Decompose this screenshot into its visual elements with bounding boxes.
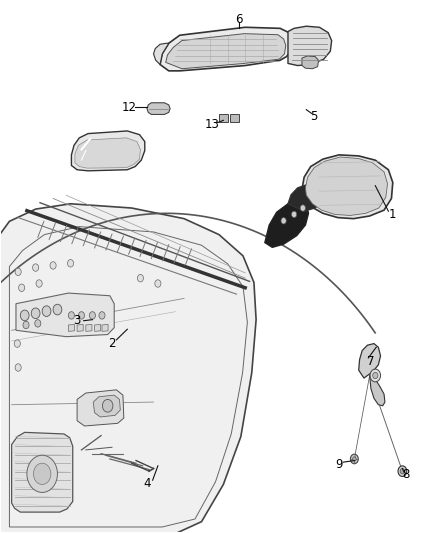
- Polygon shape: [16, 293, 114, 337]
- Circle shape: [33, 463, 51, 484]
- Circle shape: [31, 308, 40, 319]
- Polygon shape: [160, 27, 293, 71]
- Circle shape: [42, 306, 51, 317]
- Polygon shape: [302, 56, 318, 69]
- Circle shape: [15, 364, 21, 371]
- Circle shape: [398, 466, 407, 477]
- Circle shape: [400, 469, 405, 474]
- Circle shape: [36, 280, 42, 287]
- Circle shape: [35, 320, 41, 327]
- Text: 6: 6: [235, 13, 242, 26]
- Polygon shape: [86, 325, 92, 332]
- Polygon shape: [147, 103, 170, 115]
- Polygon shape: [166, 34, 286, 69]
- Circle shape: [68, 312, 74, 319]
- Text: 2: 2: [108, 336, 116, 350]
- Circle shape: [23, 321, 29, 329]
- Text: 4: 4: [143, 477, 151, 490]
- Circle shape: [138, 274, 144, 282]
- Circle shape: [14, 340, 20, 348]
- Polygon shape: [75, 138, 141, 168]
- Circle shape: [78, 312, 85, 319]
- Polygon shape: [77, 390, 124, 426]
- Polygon shape: [0, 204, 256, 533]
- Polygon shape: [302, 155, 393, 219]
- Text: 9: 9: [336, 458, 343, 471]
- Circle shape: [373, 372, 378, 378]
- Polygon shape: [305, 157, 388, 215]
- Circle shape: [27, 455, 57, 492]
- Circle shape: [53, 304, 62, 315]
- Polygon shape: [68, 325, 74, 332]
- Polygon shape: [265, 200, 308, 247]
- Circle shape: [15, 268, 21, 276]
- Circle shape: [155, 280, 161, 287]
- Circle shape: [350, 454, 358, 464]
- Polygon shape: [95, 325, 101, 332]
- Circle shape: [370, 369, 381, 382]
- Polygon shape: [219, 115, 228, 122]
- Polygon shape: [288, 184, 324, 211]
- Circle shape: [353, 457, 356, 461]
- Circle shape: [102, 399, 113, 412]
- Text: 7: 7: [367, 354, 374, 368]
- Circle shape: [291, 211, 297, 217]
- Polygon shape: [77, 325, 83, 332]
- Circle shape: [300, 205, 305, 211]
- Circle shape: [32, 264, 39, 271]
- Text: 1: 1: [389, 208, 396, 221]
- Circle shape: [89, 312, 95, 319]
- Circle shape: [281, 217, 286, 224]
- Polygon shape: [288, 26, 332, 66]
- Circle shape: [99, 312, 105, 319]
- Polygon shape: [230, 115, 239, 122]
- Text: 5: 5: [311, 110, 318, 123]
- Circle shape: [18, 284, 25, 292]
- Polygon shape: [102, 325, 108, 332]
- Polygon shape: [12, 432, 73, 512]
- Polygon shape: [370, 375, 385, 406]
- Polygon shape: [359, 344, 381, 378]
- Circle shape: [50, 262, 56, 269]
- Text: 13: 13: [205, 118, 220, 131]
- Text: 12: 12: [122, 101, 137, 114]
- Polygon shape: [93, 395, 120, 417]
- Text: 8: 8: [402, 469, 410, 481]
- Circle shape: [20, 310, 29, 321]
- Polygon shape: [71, 131, 145, 171]
- Text: 3: 3: [74, 314, 81, 327]
- Polygon shape: [153, 43, 169, 64]
- Circle shape: [67, 260, 74, 267]
